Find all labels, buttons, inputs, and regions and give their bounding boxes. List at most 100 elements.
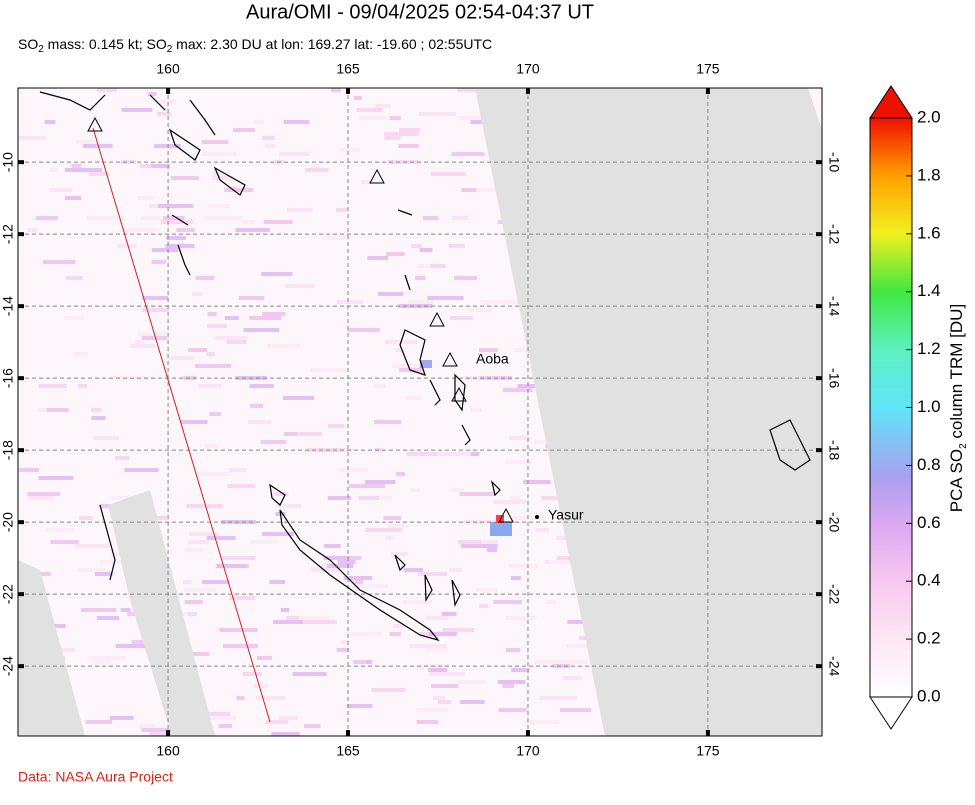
- so2-pixel: [524, 720, 539, 724]
- colorbar-tick-label: 0.6: [917, 513, 941, 532]
- so2-pixel: [354, 580, 364, 584]
- so2-pixel: [49, 168, 58, 172]
- so2-pixel: [96, 616, 120, 620]
- so2-pixel: [358, 116, 390, 120]
- volcano-label: Yasur: [548, 507, 584, 523]
- so2-pixel: [121, 108, 153, 112]
- so2-pixel: [356, 108, 383, 112]
- map-frame: [17, 87, 823, 737]
- so2-plume: [490, 522, 512, 536]
- so2-pixel: [214, 336, 248, 340]
- so2-pixel: [422, 216, 439, 220]
- so2-pixel: [201, 140, 229, 144]
- so2-pixel: [534, 660, 573, 664]
- so2-pixel: [250, 540, 278, 544]
- so2-pixel: [399, 128, 421, 132]
- so2-pixel: [480, 300, 517, 304]
- so2-pixel: [292, 672, 327, 676]
- so2-pixel: [206, 536, 236, 540]
- colorbar-over: [869, 85, 913, 119]
- so2-pixel: [262, 312, 286, 316]
- so2-pixel: [65, 276, 83, 280]
- so2-pixel: [461, 188, 479, 192]
- so2-pixel: [110, 716, 134, 720]
- so2-pixel: [468, 308, 492, 312]
- so2-pixel: [340, 640, 349, 644]
- so2-pixel: [417, 572, 448, 576]
- so2-pixel: [141, 336, 167, 340]
- so2-pixel: [149, 204, 162, 208]
- no-data-swath: [475, 88, 822, 736]
- so2-pixel: [339, 468, 368, 472]
- so2-pixel: [493, 600, 523, 604]
- so2-pixel: [227, 484, 256, 488]
- so2-pixel: [278, 152, 310, 156]
- so2-pixel: [184, 588, 216, 592]
- so2-max: [496, 515, 504, 523]
- text-part: max: 2.30 DU at lon: 169.27 lat: -19.60 …: [172, 36, 492, 52]
- so2-pixel: [502, 388, 533, 392]
- colorbar-tick-label: 2.0: [917, 107, 941, 126]
- so2-pixel: [114, 456, 130, 460]
- so2-pixel: [285, 616, 299, 620]
- so2-pixel: [82, 144, 113, 148]
- y-tick-label: -18: [826, 440, 842, 460]
- so2-pixel: [194, 364, 232, 368]
- x-tick-label: 160: [156, 743, 180, 759]
- so2-pixel: [337, 560, 356, 564]
- so2-pixel: [321, 236, 352, 240]
- so2-pixel: [458, 116, 497, 120]
- so2-pixel: [202, 152, 237, 156]
- so2-pixel: [457, 88, 478, 92]
- so2-pixel: [78, 384, 88, 388]
- so2-pixel: [394, 348, 405, 352]
- so2-pixel: [120, 608, 131, 612]
- subscript: 2: [167, 44, 173, 55]
- so2-pixel: [207, 324, 227, 328]
- so2-pixel: [183, 580, 192, 584]
- so2-pixel: [19, 468, 39, 472]
- so2-pixel: [72, 352, 88, 356]
- so2-pixel: [166, 236, 186, 240]
- so2-pixel: [310, 368, 347, 372]
- so2-pixel: [224, 316, 239, 320]
- so2-pixel: [50, 540, 79, 544]
- so2-pixel: [219, 628, 258, 632]
- so2-pixel: [49, 188, 73, 192]
- so2-pixel: [355, 584, 388, 588]
- so2-pixel: [189, 532, 219, 536]
- so2-pixel: [192, 712, 231, 716]
- so2-pixel: [74, 544, 110, 548]
- so2-pixel: [323, 556, 351, 560]
- so2-pixel: [415, 276, 426, 280]
- so2-pixel: [218, 724, 232, 728]
- so2-pixel: [269, 580, 286, 584]
- so2-pixel: [328, 424, 345, 428]
- y-tick-label: -14: [826, 296, 842, 316]
- so2-pixel: [493, 500, 526, 504]
- so2-pixel: [180, 652, 209, 656]
- so2-pixel: [451, 488, 464, 492]
- so2-pixel: [176, 228, 195, 232]
- so2-pixel: [510, 576, 521, 580]
- so2-pixel: [170, 356, 194, 360]
- so2-pixel: [424, 648, 448, 652]
- so2-pixel: [194, 472, 230, 476]
- colorbar-tick-label: 0.0: [917, 686, 941, 705]
- so2-pixel: [365, 528, 402, 532]
- so2-pixel: [336, 300, 364, 304]
- so2-pixel: [124, 468, 159, 472]
- so2-pixel: [91, 408, 102, 412]
- so2-pixel: [311, 568, 341, 572]
- so2-pixel: [426, 616, 448, 620]
- so2-pixel: [431, 684, 459, 688]
- so2-pixel: [140, 216, 161, 220]
- so2-pixel: [378, 292, 404, 296]
- so2-pixel: [204, 444, 218, 448]
- so2-pixel: [117, 244, 137, 248]
- so2-pixel: [137, 332, 167, 336]
- so2-pixel: [525, 720, 560, 724]
- colorbar-tick-label: 0.8: [917, 455, 941, 474]
- so2-pixel: [229, 596, 256, 600]
- y-tick-label: -10: [0, 152, 16, 172]
